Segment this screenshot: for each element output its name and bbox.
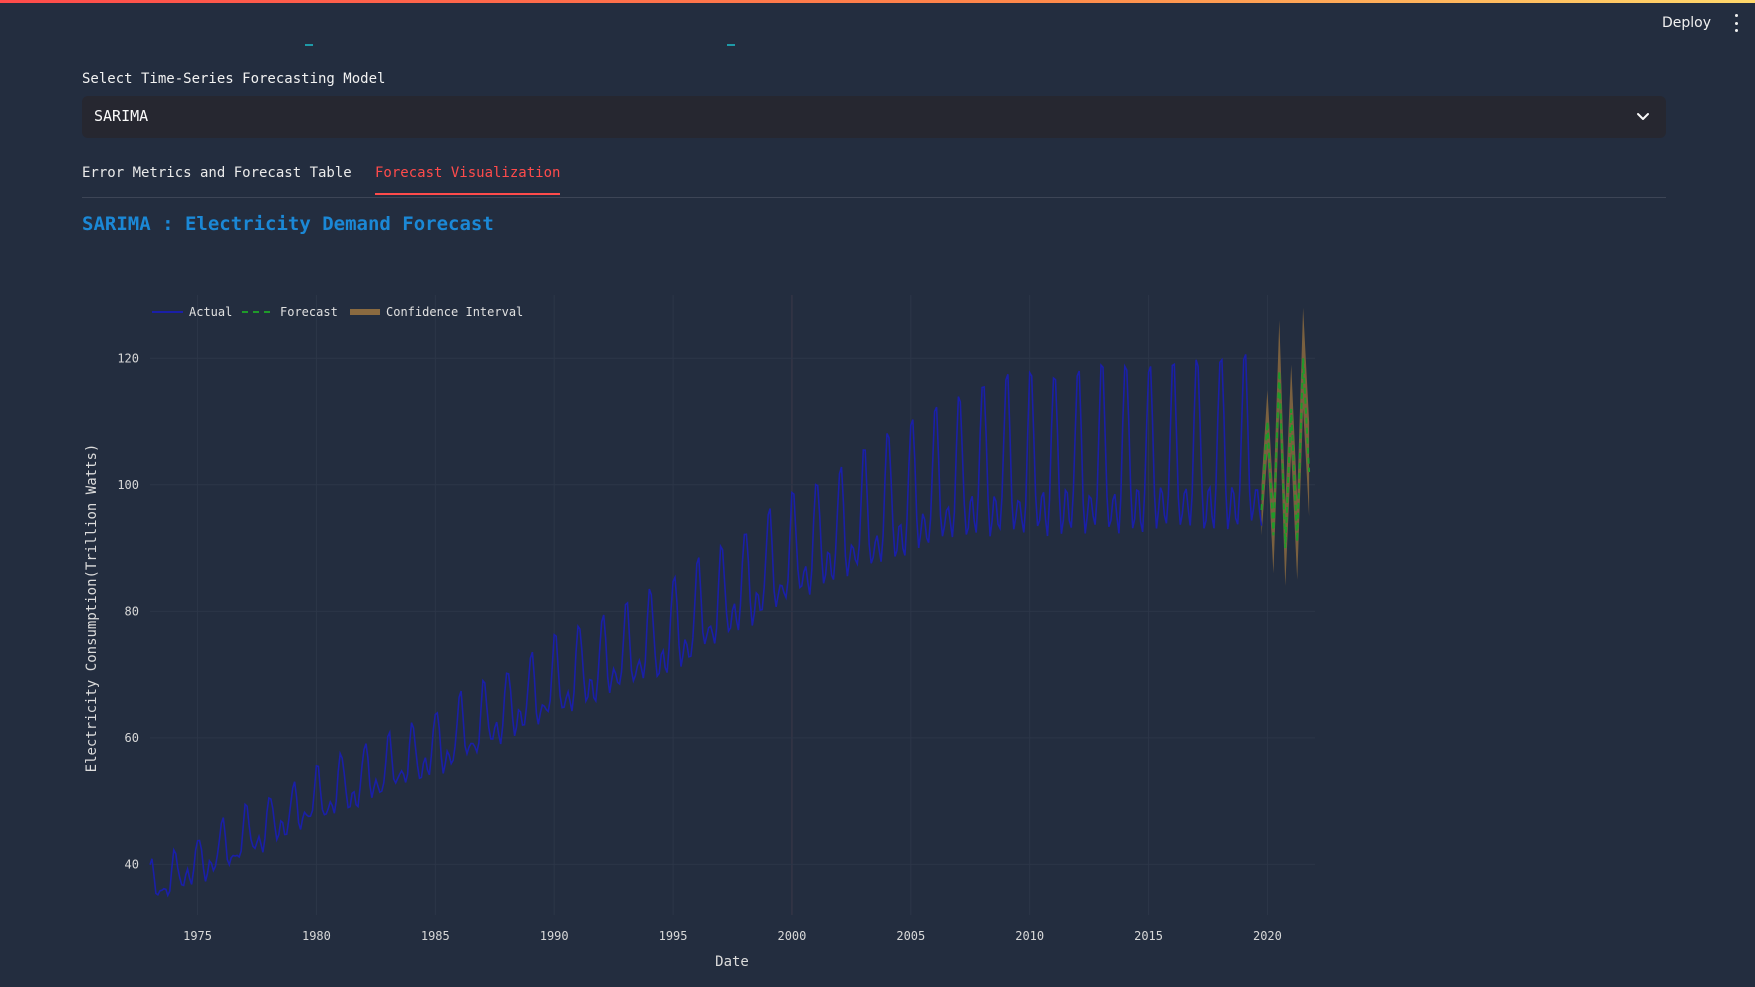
y-axis-label: Electricity Consumption(Trillion Watts) — [84, 444, 100, 773]
axis-ticks: 1975 1980 1985 1990 1995 2000 2005 2010 2015 2020… — [117, 351, 1282, 943]
model-select-label: Select Time-Series Forecasting Model — [82, 71, 386, 87]
y-tick-label-60: 60 — [125, 731, 139, 745]
forecast-series-line — [1260, 358, 1311, 549]
chart-grid — [150, 295, 1315, 915]
actual-series-line — [149, 354, 1263, 898]
x-tick-label-2010: 2010 — [1015, 929, 1044, 943]
legend-label-confidence-interval: Confidence Interval — [386, 305, 523, 319]
tab-error-metrics[interactable]: Error Metrics and Forecast Table — [82, 165, 352, 181]
chart-title: SARIMA : Electricity Demand Forecast — [82, 213, 494, 235]
legend-swatch-confidence-interval — [350, 309, 380, 315]
x-tick-label-2005: 2005 — [896, 929, 925, 943]
tab-forecast-visualization[interactable]: Forecast Visualization — [375, 165, 561, 195]
legend-label-forecast: Forecast — [280, 305, 338, 319]
legend-label-actual: Actual — [189, 305, 232, 319]
tab-bar: Error Metrics and Forecast Table Forecas… — [82, 160, 1666, 198]
x-tick-label-2000: 2000 — [777, 929, 806, 943]
x-tick-label-1980: 1980 — [302, 929, 331, 943]
model-select-value: SARIMA — [94, 107, 149, 125]
y-tick-label-40: 40 — [125, 857, 139, 871]
deploy-button[interactable]: Deploy — [1661, 15, 1711, 31]
chart-legend: Actual Forecast Confidence Interval — [152, 305, 523, 319]
x-axis-label: Date — [715, 954, 749, 970]
main-menu-icon[interactable] — [1729, 14, 1743, 32]
actual-series-layer — [149, 354, 1263, 898]
x-tick-label-1985: 1985 — [421, 929, 450, 943]
x-tick-label-1995: 1995 — [659, 929, 688, 943]
x-tick-label-2020: 2020 — [1253, 929, 1282, 943]
model-select[interactable]: SARIMA — [82, 96, 1666, 138]
x-tick-label-1975: 1975 — [183, 929, 212, 943]
y-tick-label-80: 80 — [125, 604, 139, 618]
scrolled-content-remnant — [0, 40, 1755, 48]
y-tick-label-120: 120 — [117, 351, 139, 365]
y-tick-label-100: 100 — [117, 478, 139, 492]
app-header-actions: Deploy — [1662, 14, 1743, 32]
x-tick-label-1990: 1990 — [540, 929, 569, 943]
x-tick-label-2015: 2015 — [1134, 929, 1163, 943]
top-accent-bar — [0, 0, 1755, 3]
forecast-series-layer — [1260, 358, 1311, 549]
chevron-down-icon — [1637, 113, 1649, 120]
